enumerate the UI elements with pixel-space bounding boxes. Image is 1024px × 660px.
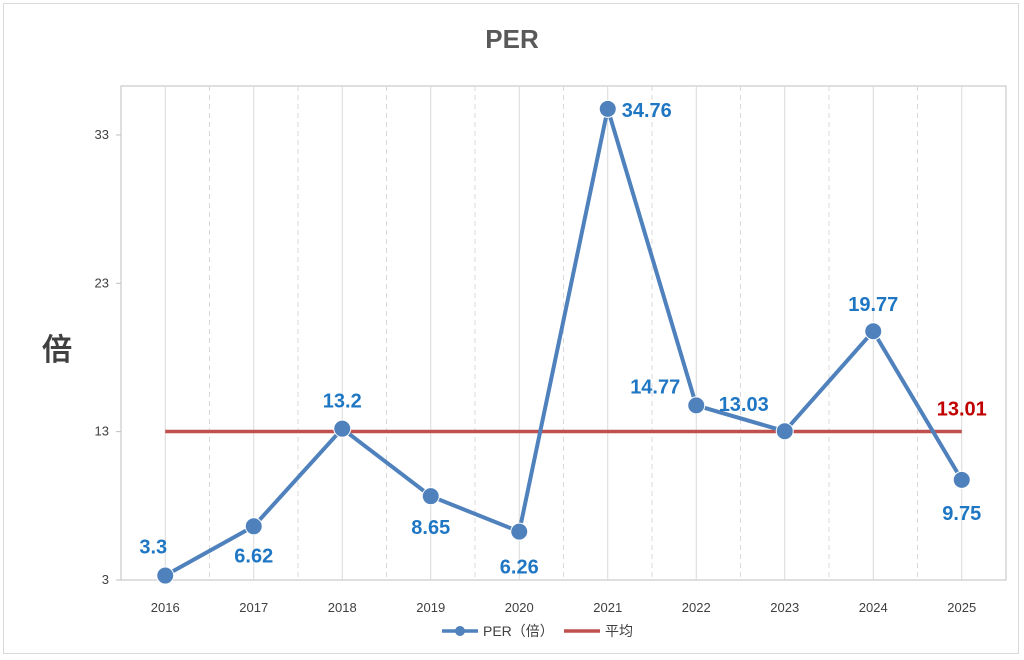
per-point <box>244 517 263 536</box>
legend: PER（倍） 平均 <box>442 623 633 639</box>
y-tick-label: 13 <box>95 424 109 439</box>
legend-average-label: 平均 <box>605 623 633 639</box>
x-tick-label: 2024 <box>859 600 888 615</box>
chart-title: PER <box>485 24 539 54</box>
y-tick-label: 23 <box>95 275 109 290</box>
data-labels: 3.3 6.62 13.2 8.65 6.26 34.76 14.77 13.03 19.77 9… <box>139 100 986 579</box>
y-tick-label: 33 <box>95 127 109 142</box>
per-data-label: 13.03 <box>719 394 769 416</box>
x-tick-label: 2017 <box>239 600 268 615</box>
per-line <box>164 106 964 578</box>
chart-area: PER 倍 2016 2017 2018 2019 2020 2021 2022 2023 20… <box>3 3 1019 654</box>
per-point <box>687 396 706 415</box>
grid-lines <box>164 86 963 580</box>
per-data-label: 3.3 <box>139 537 167 559</box>
per-line-chart: PER 倍 2016 2017 2018 2019 2020 2021 2022 2023 20… <box>42 24 1007 639</box>
per-point <box>952 470 971 489</box>
per-data-label: 19.77 <box>848 294 898 316</box>
x-tick-label: 2019 <box>416 600 445 615</box>
per-data-label: 6.26 <box>500 557 539 579</box>
x-tick-label: 2020 <box>505 600 534 615</box>
per-data-label: 6.62 <box>234 545 273 567</box>
y-tick-label: 3 <box>102 572 109 587</box>
y-axis-label: 倍 <box>42 333 72 367</box>
x-tick-labels: 2016 2017 2018 2019 2020 2021 2022 2023 2024 2025 <box>151 600 976 615</box>
per-point <box>864 322 883 341</box>
x-tick-label: 2022 <box>682 600 711 615</box>
x-tick-label: 2021 <box>593 600 622 615</box>
average-data-label: 13.01 <box>937 399 987 421</box>
legend-per-marker <box>455 626 465 636</box>
per-point <box>156 566 175 585</box>
per-series <box>156 99 971 585</box>
per-data-label: 13.2 <box>323 391 362 413</box>
per-data-label: 8.65 <box>411 517 450 539</box>
per-point <box>421 487 440 506</box>
per-point <box>775 422 794 441</box>
per-data-label: 34.76 <box>622 100 672 122</box>
per-data-label: 14.77 <box>630 376 680 398</box>
x-tick-label: 2023 <box>770 600 799 615</box>
per-point <box>598 99 617 118</box>
y-tick-labels: 3 13 23 33 <box>95 127 121 587</box>
x-tick-label: 2016 <box>151 600 180 615</box>
per-point <box>510 522 529 541</box>
legend-per-label: PER（倍） <box>483 623 554 639</box>
per-point <box>333 419 352 438</box>
x-tick-label: 2025 <box>947 600 976 615</box>
x-tick-label: 2018 <box>328 600 357 615</box>
per-data-label: 9.75 <box>942 503 981 525</box>
